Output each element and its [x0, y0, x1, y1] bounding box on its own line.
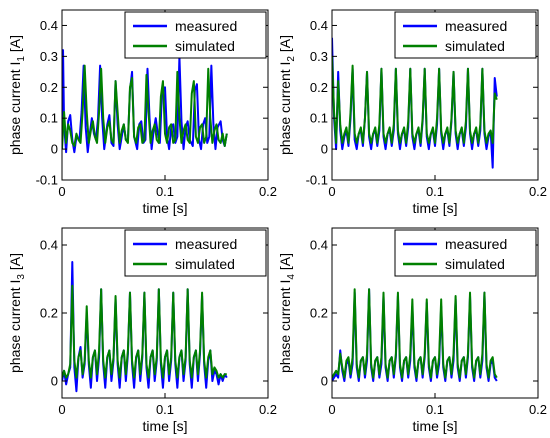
- y-tick-label: 0.4: [310, 238, 328, 253]
- y-axis-label-main: phase current I: [277, 62, 293, 155]
- y-axis-label-unit: [A]: [277, 253, 293, 274]
- y-axis-label: phase current I2 [A]: [277, 35, 297, 155]
- y-tick-label: -0.1: [306, 173, 328, 188]
- x-axis-label: time [s]: [412, 200, 457, 216]
- y-tick-label: 0.4: [40, 18, 58, 33]
- legend-label-measured: measured: [445, 236, 507, 252]
- legend: measured simulated: [394, 229, 537, 277]
- y-axis-label-unit: [A]: [277, 35, 293, 56]
- legend-box: [394, 11, 537, 59]
- panel-4: 0 0.1 0.2 0 0.2 0.4 time [s] phase current I4 […: [277, 227, 547, 434]
- y-axis-label-subscript: 2: [286, 56, 297, 62]
- y-axis-label: phase current I1 [A]: [7, 35, 27, 155]
- y-tick-label: 0.2: [310, 80, 328, 95]
- x-tick-label: 0.2: [529, 402, 547, 417]
- y-tick-label: 0.3: [40, 49, 58, 64]
- y-tick-label: 0: [321, 374, 328, 389]
- x-tick-label: 0.2: [259, 402, 277, 417]
- x-tick-label: 0.1: [426, 402, 444, 417]
- y-axis-label-unit: [A]: [7, 35, 23, 56]
- x-tick-label: 0.2: [529, 184, 547, 199]
- y-tick-label: 0: [51, 142, 58, 157]
- x-tick-label: 0.2: [259, 184, 277, 199]
- y-tick-label: 0.3: [310, 49, 328, 64]
- x-tick-label: 0.1: [426, 184, 444, 199]
- legend-label-simulated: simulated: [175, 38, 235, 54]
- y-axis-label: phase current I3 [A]: [7, 253, 27, 373]
- legend-box: [124, 229, 267, 277]
- legend: measured simulated: [124, 11, 267, 59]
- y-tick-label: 0.4: [310, 18, 328, 33]
- y-axis-label-subscript: 4: [286, 274, 297, 280]
- x-tick-label: 0: [328, 402, 335, 417]
- y-tick-label: 0.1: [310, 111, 328, 126]
- x-axis-label: time [s]: [142, 200, 187, 216]
- y-axis-label-main: phase current I: [277, 280, 293, 373]
- y-tick-label: 0.2: [310, 306, 328, 321]
- legend-label-measured: measured: [175, 18, 237, 34]
- x-tick-label: 0: [328, 184, 335, 199]
- legend-box: [394, 229, 537, 277]
- legend-label-simulated: simulated: [445, 256, 505, 272]
- panel-3: 0 0.1 0.2 0 0.2 0.4 time [s] phase current I3 […: [7, 227, 277, 434]
- x-tick-label: 0.1: [156, 184, 174, 199]
- x-axis-label: time [s]: [142, 418, 187, 434]
- y-tick-label: 0: [321, 142, 328, 157]
- y-axis-label-subscript: 3: [16, 274, 27, 280]
- series-line-simulated: [332, 56, 498, 144]
- y-tick-label: 0.4: [40, 238, 58, 253]
- y-tick-label: 0.2: [40, 80, 58, 95]
- legend: measured simulated: [394, 11, 537, 59]
- y-axis-label-main: phase current I: [7, 280, 23, 373]
- legend-label-measured: measured: [175, 236, 237, 252]
- y-tick-label: 0: [51, 374, 58, 389]
- series-line-simulated: [62, 284, 227, 379]
- y-tick-label: 0.2: [40, 306, 58, 321]
- y-axis-label-main: phase current I: [7, 62, 23, 155]
- y-axis-label-subscript: 1: [16, 56, 27, 62]
- legend-label-measured: measured: [445, 18, 507, 34]
- legend-label-simulated: simulated: [175, 256, 235, 272]
- y-tick-label: 0.1: [40, 111, 58, 126]
- x-tick-label: 0.1: [156, 402, 174, 417]
- legend-box: [124, 11, 267, 59]
- y-tick-label: -0.1: [36, 173, 58, 188]
- legend-label-simulated: simulated: [445, 38, 505, 54]
- x-axis-label: time [s]: [412, 418, 457, 434]
- y-axis-label: phase current I4 [A]: [277, 253, 297, 373]
- y-axis-label-unit: [A]: [7, 253, 23, 274]
- series-line-simulated: [332, 288, 498, 379]
- legend: measured simulated: [124, 229, 267, 277]
- x-tick-label: 0: [58, 402, 65, 417]
- x-tick-label: 0: [58, 184, 65, 199]
- series-line-simulated: [62, 64, 228, 150]
